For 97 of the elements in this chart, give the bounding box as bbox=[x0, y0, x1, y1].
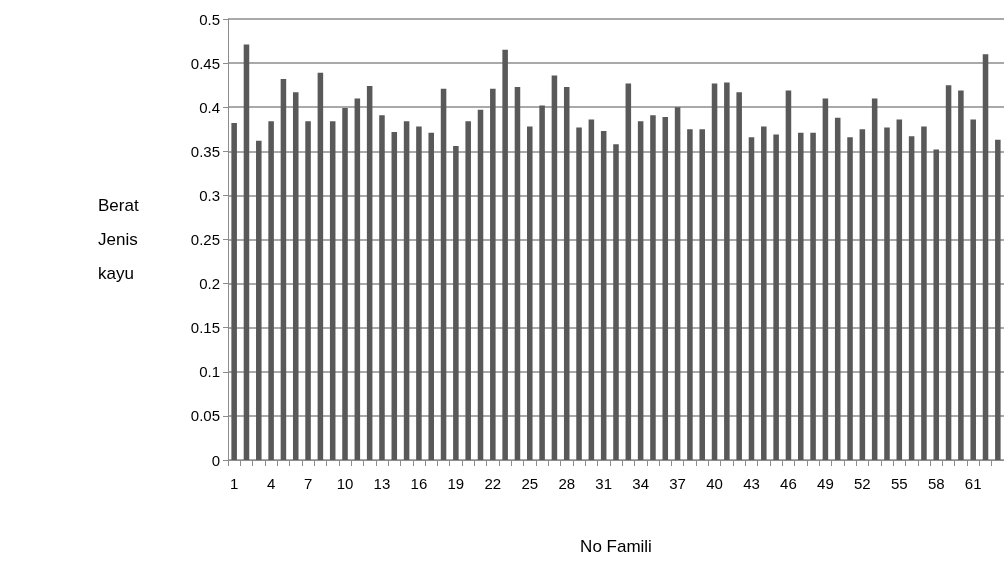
bar bbox=[453, 146, 459, 460]
x-tick-label: 19 bbox=[447, 475, 465, 492]
bar bbox=[699, 129, 705, 460]
bar bbox=[292, 92, 299, 460]
bar bbox=[736, 92, 742, 460]
bar bbox=[970, 119, 976, 460]
bar bbox=[416, 126, 422, 460]
x-tick-label: 13 bbox=[373, 475, 391, 492]
bar bbox=[551, 75, 558, 460]
bar bbox=[268, 121, 274, 460]
bar bbox=[539, 105, 545, 460]
y-axis-title: Berat Jenis kayu bbox=[98, 196, 139, 283]
x-tick-label: 7 bbox=[303, 475, 313, 492]
bar bbox=[871, 98, 878, 460]
y-tick-label: 0.3 bbox=[199, 186, 220, 204]
bar bbox=[600, 131, 607, 460]
x-tick-label: 55 bbox=[890, 475, 908, 492]
y-tick-label: 0.05 bbox=[190, 407, 220, 425]
x-tick-label: 4 bbox=[266, 475, 276, 492]
bar bbox=[256, 140, 262, 460]
bar bbox=[945, 85, 952, 460]
bar bbox=[674, 107, 681, 460]
x-tick-label: 49 bbox=[817, 475, 834, 492]
bar bbox=[329, 121, 336, 460]
bar bbox=[342, 108, 348, 460]
x-tick-label: 25 bbox=[521, 475, 539, 492]
bar bbox=[305, 121, 311, 460]
bar bbox=[773, 134, 779, 460]
bar bbox=[687, 129, 693, 460]
x-tick-label: 46 bbox=[780, 475, 797, 492]
bar bbox=[859, 129, 866, 460]
bar bbox=[280, 78, 287, 460]
bar bbox=[908, 136, 915, 460]
x-tick-label: 1 bbox=[229, 475, 239, 492]
bar bbox=[502, 49, 508, 460]
x-tick-label: 34 bbox=[632, 475, 649, 492]
x-tick-label: 40 bbox=[706, 475, 723, 492]
bar bbox=[921, 126, 927, 460]
bar bbox=[576, 127, 582, 460]
bar bbox=[428, 132, 435, 460]
x-tick-label: 52 bbox=[854, 475, 871, 492]
bar bbox=[933, 149, 940, 460]
bar bbox=[613, 144, 619, 460]
bar bbox=[650, 115, 656, 460]
bar bbox=[379, 115, 385, 460]
x-tick-label: 43 bbox=[743, 475, 760, 492]
bar bbox=[440, 88, 447, 460]
bar bbox=[477, 109, 484, 460]
bar bbox=[884, 127, 890, 460]
x-axis-title: No Famili bbox=[580, 537, 652, 556]
bar bbox=[231, 123, 237, 460]
x-tick-label: 61 bbox=[964, 475, 982, 492]
bar bbox=[822, 98, 829, 460]
bar bbox=[625, 83, 632, 460]
bar bbox=[317, 72, 324, 460]
bar bbox=[588, 119, 595, 460]
y-tick-label: 0.1 bbox=[199, 363, 220, 381]
bar bbox=[354, 98, 361, 460]
bar bbox=[490, 88, 496, 460]
bar bbox=[563, 86, 570, 460]
x-tick-label: 28 bbox=[558, 475, 576, 492]
x-tick-label: 37 bbox=[669, 475, 686, 492]
bar bbox=[391, 131, 398, 460]
bar bbox=[724, 82, 730, 460]
y-tick-label: 0.35 bbox=[190, 142, 220, 160]
bar bbox=[958, 90, 964, 460]
bar bbox=[748, 137, 755, 460]
x-tick-label: 58 bbox=[927, 475, 945, 492]
x-tick-label: 10 bbox=[336, 475, 354, 492]
bar bbox=[982, 54, 989, 460]
x-tick-label: 22 bbox=[484, 475, 502, 492]
bar bbox=[785, 90, 792, 460]
bar bbox=[711, 83, 718, 460]
y-tick-label: 0.4 bbox=[199, 98, 220, 116]
bar bbox=[662, 116, 669, 460]
y-tick-label: 0.5 bbox=[199, 10, 220, 28]
bar bbox=[366, 86, 373, 460]
x-tick-label: 16 bbox=[410, 475, 428, 492]
bar bbox=[995, 139, 1001, 460]
x-tick-label: 31 bbox=[595, 475, 613, 492]
y-tick-label: 0.15 bbox=[190, 319, 220, 337]
y-tick-label: 0 bbox=[211, 451, 220, 469]
bar bbox=[403, 121, 410, 460]
bar bbox=[810, 132, 816, 460]
bar bbox=[847, 137, 853, 460]
bar bbox=[465, 121, 471, 460]
bar bbox=[527, 126, 533, 460]
bar bbox=[797, 132, 804, 460]
bar bbox=[637, 121, 644, 460]
y-tick-label: 0.2 bbox=[199, 275, 220, 293]
bar bbox=[243, 44, 250, 460]
bar bbox=[834, 117, 841, 460]
y-tick-label: 0.45 bbox=[190, 54, 220, 72]
bar bbox=[896, 119, 903, 460]
y-tick-label: 0.25 bbox=[190, 231, 220, 248]
bar bbox=[761, 126, 767, 460]
bar bbox=[514, 86, 521, 460]
